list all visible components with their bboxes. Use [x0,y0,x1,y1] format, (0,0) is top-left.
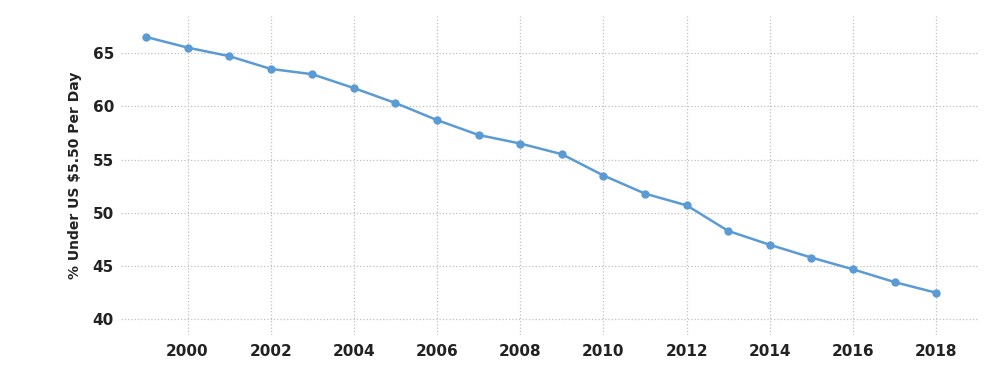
Y-axis label: % Under US $5.50 Per Day: % Under US $5.50 Per Day [68,72,82,279]
